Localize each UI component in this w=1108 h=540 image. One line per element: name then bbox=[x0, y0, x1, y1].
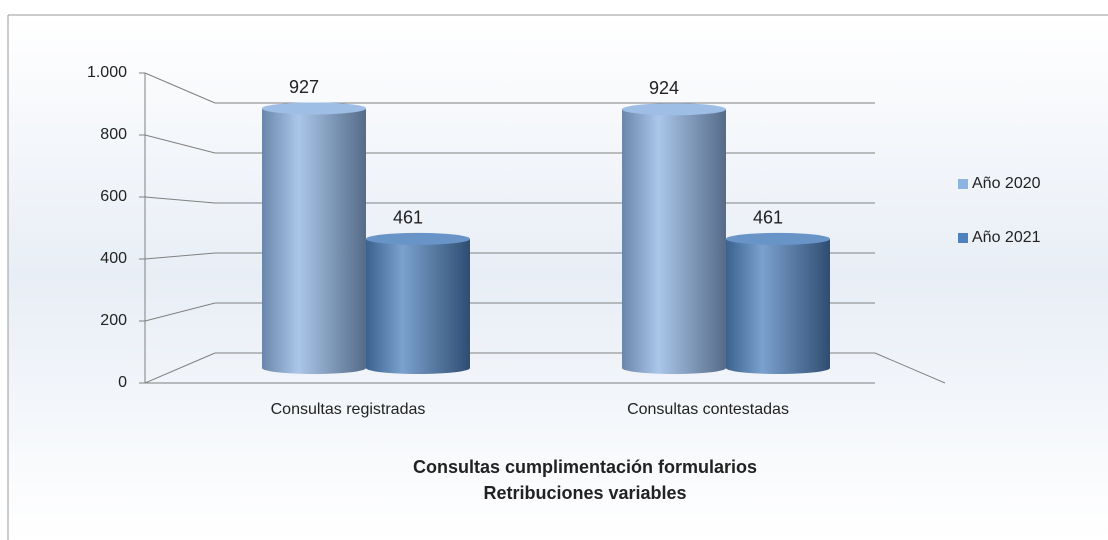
bar-top bbox=[726, 232, 830, 245]
data-label: 461 bbox=[393, 208, 423, 228]
y-tick-label: 200 bbox=[100, 312, 127, 329]
bar bbox=[262, 108, 366, 374]
bar-top bbox=[262, 102, 366, 115]
x-tick-label: Consultas registradas bbox=[271, 401, 426, 418]
data-label: 927 bbox=[289, 77, 319, 97]
grid-line bbox=[144, 302, 216, 322]
bar bbox=[366, 238, 470, 374]
floor-edge bbox=[874, 352, 946, 384]
chart-title: Consultas cumplimentación formularios bbox=[413, 457, 757, 477]
bar-top bbox=[622, 103, 726, 116]
y-tick-label: 400 bbox=[100, 250, 127, 267]
chart-subtitle: Retribuciones variables bbox=[483, 483, 686, 503]
data-label: 461 bbox=[753, 208, 783, 228]
y-tick-label: 800 bbox=[100, 126, 127, 143]
legend-swatch bbox=[958, 179, 968, 189]
legend-swatch bbox=[958, 233, 968, 243]
y-tick-label: 600 bbox=[100, 188, 127, 205]
grid-line bbox=[144, 352, 216, 384]
bar bbox=[726, 238, 830, 374]
grid-line bbox=[144, 252, 216, 260]
grid-line bbox=[144, 196, 216, 204]
bar bbox=[622, 109, 726, 374]
grid-line bbox=[144, 72, 216, 104]
y-tick-label: 0 bbox=[118, 374, 127, 391]
legend-label: Año 2021 bbox=[972, 229, 1041, 246]
bar-top bbox=[366, 232, 470, 245]
x-tick-label: Consultas contestadas bbox=[627, 401, 789, 418]
grid-line bbox=[144, 134, 216, 154]
y-tick-label: 1.000 bbox=[87, 64, 127, 81]
data-label: 924 bbox=[649, 78, 679, 98]
legend-label: Año 2020 bbox=[972, 175, 1041, 192]
